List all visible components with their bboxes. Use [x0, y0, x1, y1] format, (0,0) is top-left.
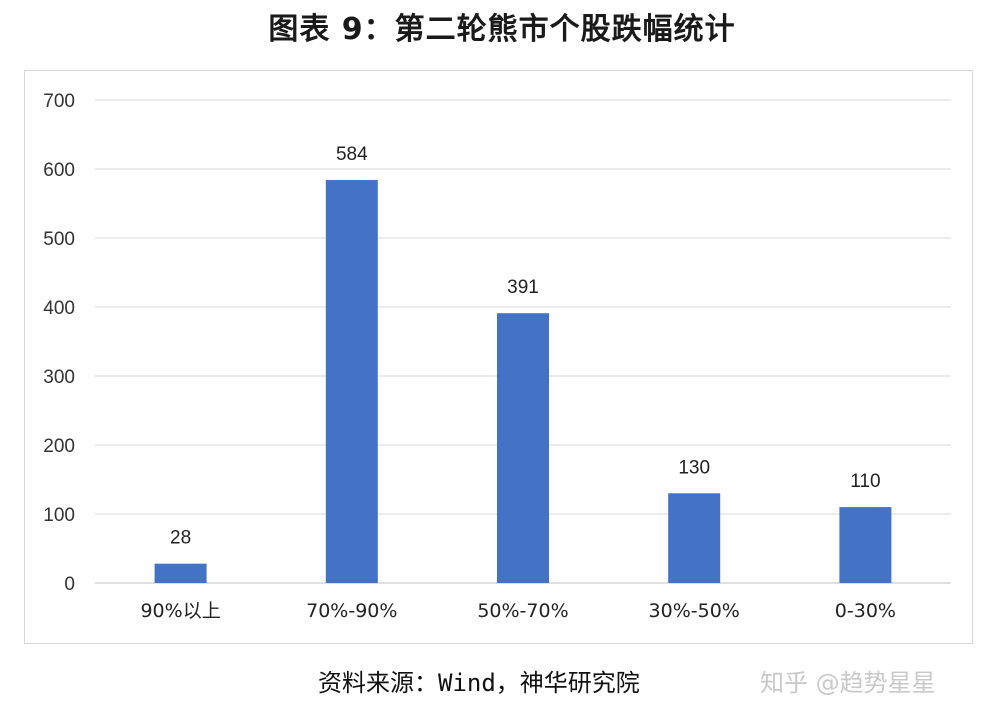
source-note: 资料来源：Wind，神华研究院 [318, 669, 640, 697]
x-tick-label: 70%-90% [306, 600, 397, 622]
y-tick-label: 200 [43, 436, 75, 457]
bar [497, 313, 549, 583]
chart-frame [24, 70, 973, 644]
data-label: 391 [507, 277, 539, 298]
data-label: 110 [850, 471, 880, 492]
bar [154, 563, 207, 583]
data-label: 28 [170, 528, 191, 549]
x-tick-label: 90%以上 [140, 600, 220, 622]
y-tick-label: 100 [43, 505, 75, 526]
bar [839, 507, 892, 583]
y-tick-label: 0 [64, 574, 75, 595]
data-label: 584 [336, 144, 368, 165]
x-tick-label: 0-30% [835, 600, 896, 622]
y-tick-label: 500 [43, 229, 75, 250]
watermark: 知乎 @趋势星星 [760, 669, 936, 697]
y-tick-label: 300 [43, 367, 75, 388]
y-tick-label: 400 [43, 298, 75, 319]
bar [668, 493, 721, 583]
bar [325, 180, 378, 584]
y-tick-label: 600 [43, 160, 75, 181]
chart-title: 图表 9：第二轮熊市个股跌幅统计 [268, 12, 736, 47]
y-tick-label: 700 [43, 91, 75, 112]
data-label: 130 [678, 457, 710, 478]
x-tick-label: 30%-50% [649, 600, 740, 622]
x-tick-label: 50%-70% [477, 600, 568, 622]
